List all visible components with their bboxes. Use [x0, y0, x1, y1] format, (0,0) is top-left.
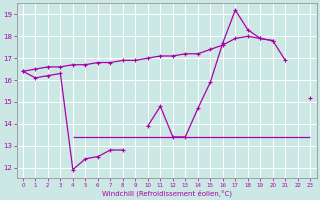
X-axis label: Windchill (Refroidissement éolien,°C): Windchill (Refroidissement éolien,°C) — [101, 189, 232, 197]
